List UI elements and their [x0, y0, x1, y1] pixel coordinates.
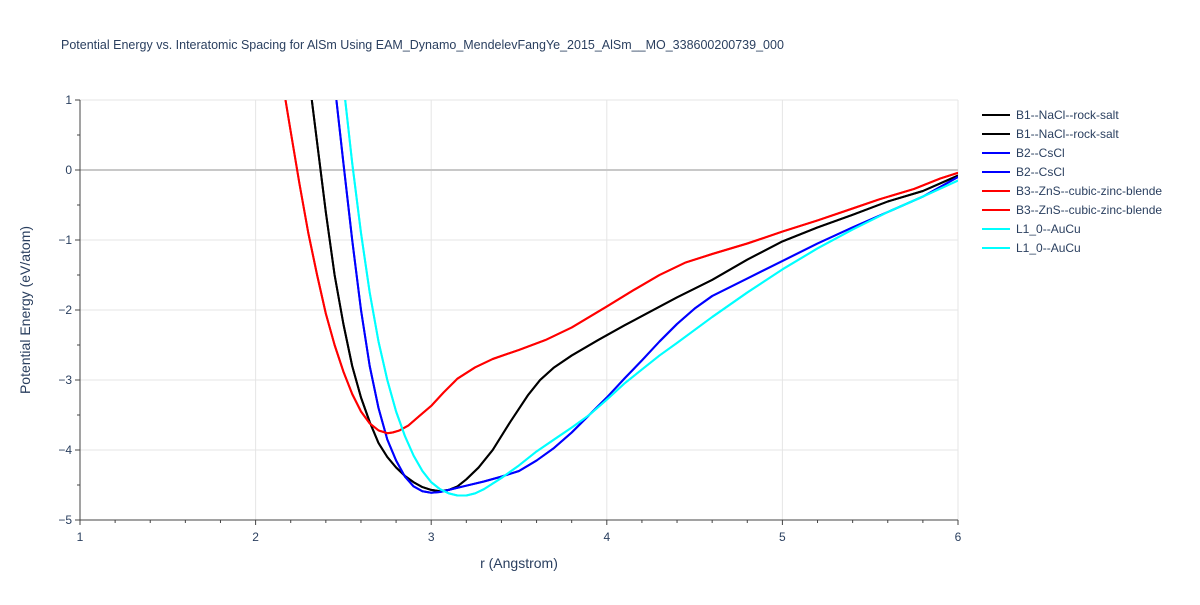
y-tick-label: 1 [65, 93, 72, 107]
series-line-1 [310, 100, 958, 493]
x-tick-label: 4 [603, 530, 610, 544]
series-line-3 [335, 100, 958, 494]
y-axis-label: Potential Energy (eV/atom) [17, 226, 33, 394]
legend-label: B3--ZnS--cubic-zinc-blende [1016, 184, 1162, 198]
series-line-5 [284, 100, 958, 435]
series-layer [284, 100, 958, 497]
x-tick-label: 1 [77, 530, 84, 544]
y-tick-labels: 1 0 −1 −2 −3 −4 −5 [58, 93, 80, 527]
legend[interactable]: B1--NaCl--rock-salt B1--NaCl--rock-salt B2… [982, 108, 1162, 255]
legend-label: L1_0--AuCu [1016, 241, 1081, 255]
y-tick-label: −3 [58, 373, 72, 387]
series-line-7 [344, 100, 958, 497]
y-tick-label: −1 [58, 233, 72, 247]
y-tick-label: −4 [58, 443, 72, 457]
series-group [284, 100, 958, 497]
y-tick-label: −5 [58, 513, 72, 527]
legend-label: B1--NaCl--rock-salt [1016, 108, 1119, 122]
legend-label: B2--CsCl [1016, 146, 1065, 160]
legend-label: B3--ZnS--cubic-zinc-blende [1016, 203, 1162, 217]
x-tick-label: 5 [779, 530, 786, 544]
x-tick-label: 3 [428, 530, 435, 544]
legend-label: B2--CsCl [1016, 165, 1065, 179]
legend-label: B1--NaCl--rock-salt [1016, 127, 1119, 141]
x-tick-label: 2 [252, 530, 259, 544]
chart-title: Potential Energy vs. Interatomic Spacing… [61, 38, 784, 52]
y-tick-label: −2 [58, 303, 72, 317]
y-tick-label: 0 [65, 163, 72, 177]
x-tick-label: 6 [955, 530, 962, 544]
x-axis-label: r (Angstrom) [480, 555, 558, 571]
legend-label: L1_0--AuCu [1016, 222, 1081, 236]
x-tick-labels: 1 2 3 4 5 6 [77, 520, 962, 544]
